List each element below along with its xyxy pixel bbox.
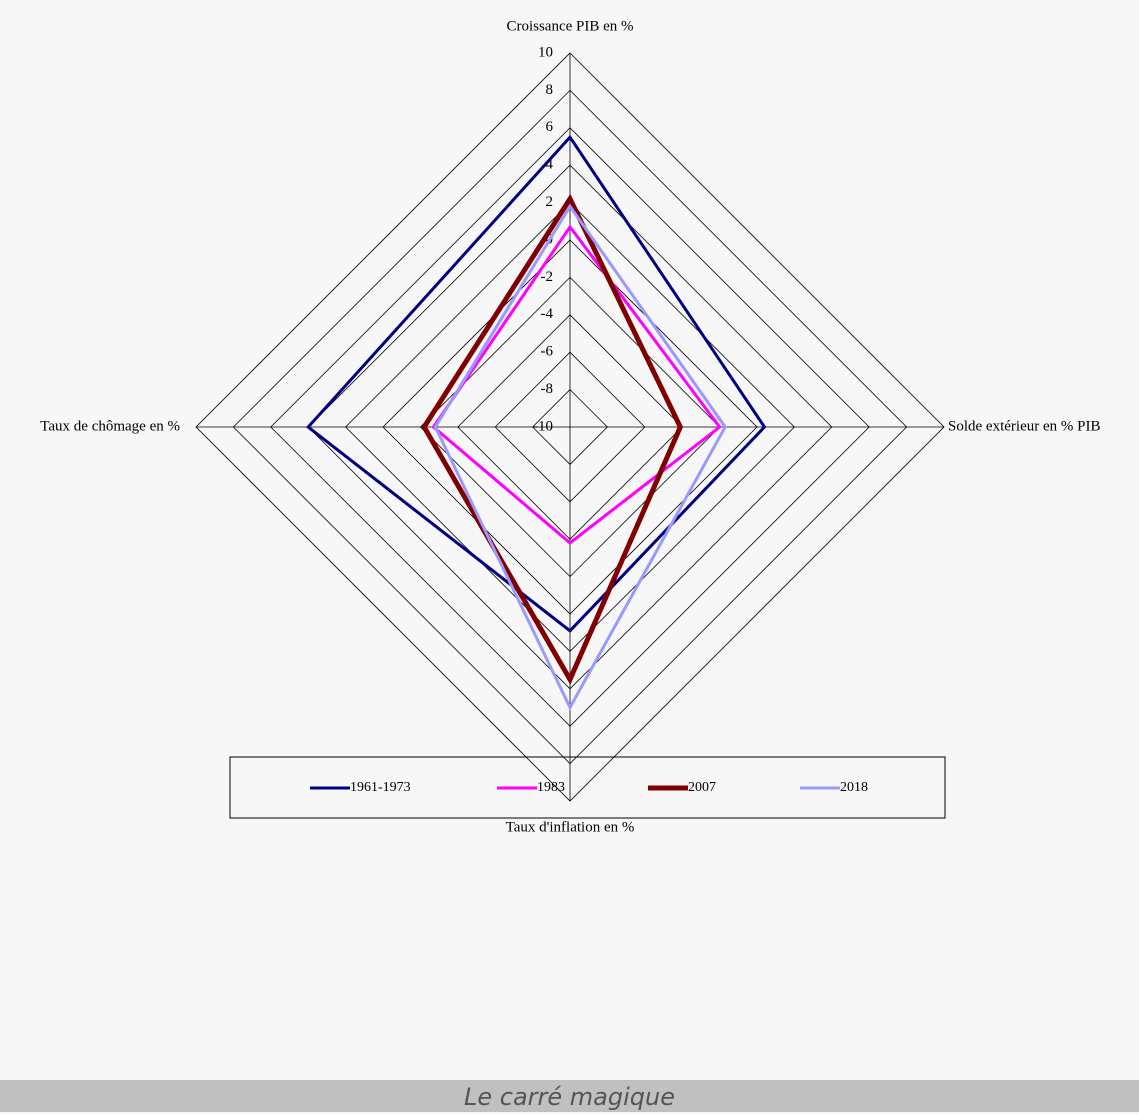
r-tick-label: -4 [541,306,554,322]
r-tick-label: 2 [546,194,554,210]
legend-label: 1961-1973 [350,780,411,795]
r-tick-label: 10 [538,44,553,60]
r-tick-label: 4 [546,157,554,173]
series-line [306,134,767,633]
r-tick-label: -6 [541,344,554,360]
r-tick-label: -8 [541,381,554,397]
axis-label: Croissance PIB en % [506,18,633,34]
series-line [433,203,727,711]
axis-label: Solde extérieur en % PIB [948,418,1100,434]
legend-label: 2018 [840,780,868,795]
r-tick-label: -10 [533,418,553,434]
legend-label: 1983 [537,780,565,795]
axis-label: Taux de chômage en % [40,418,180,434]
r-tick-label: 6 [546,119,554,135]
axis-label: Taux d'inflation en % [506,819,635,835]
r-tick-label: -2 [541,269,554,285]
r-tick-label: 8 [546,82,554,98]
series-line [421,193,684,685]
caption: Le carré magique [0,1080,1139,1112]
legend-label: 2007 [688,780,716,795]
series-line [431,224,722,545]
